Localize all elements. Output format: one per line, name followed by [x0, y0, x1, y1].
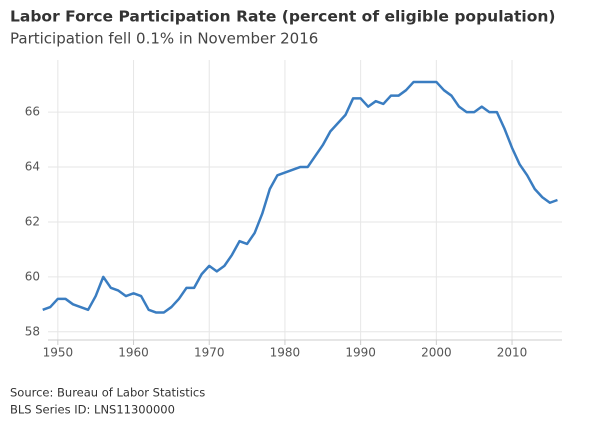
- chart-title: Labor Force Participation Rate (percent …: [10, 8, 555, 26]
- y-tick-label: 62: [25, 214, 40, 228]
- x-tick-label: 2010: [497, 346, 528, 360]
- y-tick-label: 58: [25, 324, 40, 338]
- x-tick-label: 1990: [345, 346, 376, 360]
- x-tick-label: 1970: [194, 346, 225, 360]
- y-tick-label: 66: [25, 105, 40, 119]
- x-tick-label: 1960: [118, 346, 149, 360]
- x-tick-label: 1980: [270, 346, 301, 360]
- chart-subtitle: Participation fell 0.1% in November 2016: [10, 30, 318, 48]
- y-tick-label: 60: [25, 269, 40, 283]
- y-tick-label: 64: [25, 160, 40, 174]
- x-tick-label: 1950: [43, 346, 74, 360]
- data-line: [42, 80, 558, 314]
- source-note: Source: Bureau of Labor Statistics: [10, 386, 205, 400]
- x-tick-label: 2000: [421, 346, 452, 360]
- series-note: BLS Series ID: LNS11300000: [10, 403, 175, 417]
